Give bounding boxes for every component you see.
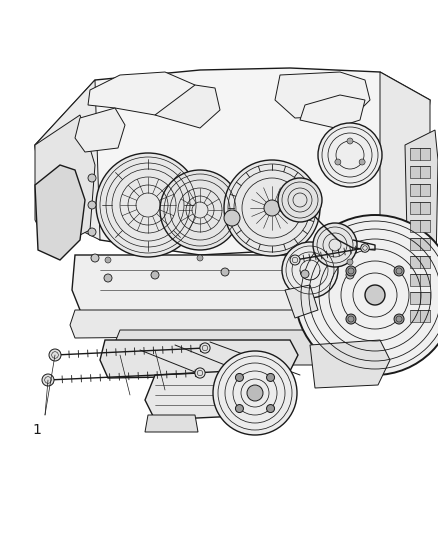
Polygon shape <box>405 130 438 340</box>
Polygon shape <box>112 330 368 365</box>
Circle shape <box>88 201 96 209</box>
Circle shape <box>151 271 159 279</box>
Circle shape <box>49 349 61 361</box>
Circle shape <box>247 385 263 401</box>
Circle shape <box>88 228 96 236</box>
Circle shape <box>347 138 353 144</box>
Polygon shape <box>410 274 430 286</box>
Circle shape <box>236 374 244 382</box>
Circle shape <box>267 374 275 382</box>
Circle shape <box>278 178 322 222</box>
Circle shape <box>365 285 385 305</box>
Polygon shape <box>155 185 205 215</box>
Circle shape <box>42 374 54 386</box>
Circle shape <box>88 174 96 182</box>
Circle shape <box>105 257 111 263</box>
Polygon shape <box>240 410 278 427</box>
Circle shape <box>318 123 382 187</box>
Circle shape <box>359 159 365 165</box>
Polygon shape <box>70 310 390 338</box>
Circle shape <box>301 270 309 278</box>
Circle shape <box>347 259 353 265</box>
Circle shape <box>346 266 356 276</box>
Circle shape <box>394 266 404 276</box>
Polygon shape <box>410 256 430 268</box>
Text: 1: 1 <box>32 423 41 437</box>
Polygon shape <box>35 165 85 260</box>
Polygon shape <box>410 202 430 214</box>
Circle shape <box>346 314 356 324</box>
Circle shape <box>295 215 438 375</box>
Polygon shape <box>410 238 430 250</box>
Polygon shape <box>35 68 430 255</box>
Polygon shape <box>300 95 365 128</box>
Circle shape <box>394 314 404 324</box>
Circle shape <box>282 242 338 298</box>
Polygon shape <box>35 80 100 240</box>
Polygon shape <box>410 166 430 178</box>
Polygon shape <box>410 184 430 196</box>
Circle shape <box>335 159 341 165</box>
Circle shape <box>264 200 280 216</box>
Circle shape <box>160 170 240 250</box>
Circle shape <box>195 368 205 378</box>
Circle shape <box>200 343 210 353</box>
Circle shape <box>224 160 320 256</box>
Circle shape <box>197 255 203 261</box>
Polygon shape <box>410 292 430 304</box>
Polygon shape <box>275 72 370 118</box>
Polygon shape <box>75 108 125 152</box>
Circle shape <box>267 405 275 413</box>
Polygon shape <box>410 220 430 232</box>
Circle shape <box>236 405 244 413</box>
Polygon shape <box>380 72 430 340</box>
Circle shape <box>224 210 240 226</box>
Polygon shape <box>100 340 298 378</box>
Circle shape <box>361 244 369 252</box>
Polygon shape <box>285 285 318 318</box>
Circle shape <box>292 257 298 263</box>
Polygon shape <box>72 255 395 315</box>
Polygon shape <box>145 415 198 432</box>
Polygon shape <box>35 115 95 250</box>
Circle shape <box>290 255 300 265</box>
Polygon shape <box>155 85 220 128</box>
Polygon shape <box>310 340 390 388</box>
Circle shape <box>91 254 99 262</box>
Circle shape <box>221 268 229 276</box>
Polygon shape <box>410 148 430 160</box>
Circle shape <box>104 274 112 282</box>
Polygon shape <box>145 370 270 420</box>
Polygon shape <box>88 72 195 115</box>
Circle shape <box>213 351 297 435</box>
Circle shape <box>346 271 354 279</box>
Circle shape <box>96 153 200 257</box>
Polygon shape <box>410 310 430 322</box>
Circle shape <box>313 223 357 267</box>
